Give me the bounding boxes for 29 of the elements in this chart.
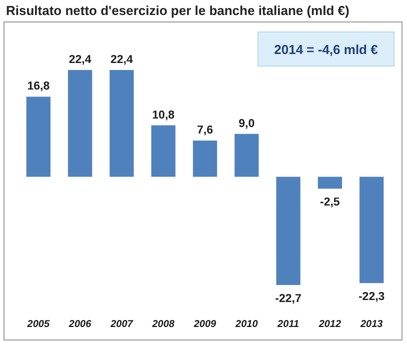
bar xyxy=(318,176,342,189)
x-tick-label: 2007 xyxy=(110,319,134,330)
data-label: -22,7 xyxy=(275,293,302,305)
x-tick-label: 2006 xyxy=(68,319,92,330)
x-tick-label: 2013 xyxy=(359,319,384,330)
data-label: -22,3 xyxy=(358,291,385,304)
x-tick-label: 2005 xyxy=(26,319,50,330)
bar xyxy=(26,96,50,177)
bar xyxy=(110,70,134,177)
bar xyxy=(151,125,176,177)
data-label: -2,5 xyxy=(320,196,340,209)
x-tick-label: 2008 xyxy=(151,319,175,330)
bar xyxy=(68,70,92,177)
data-label: 22,4 xyxy=(110,54,134,66)
x-tick-label: 2009 xyxy=(192,319,217,330)
data-label: 7,6 xyxy=(197,124,213,137)
x-tick-label: 2010 xyxy=(234,319,258,330)
bar xyxy=(276,176,300,285)
bar xyxy=(234,134,259,177)
x-tick-label: 2012 xyxy=(318,319,342,330)
bar xyxy=(360,176,384,284)
x-tick-label: 2011 xyxy=(276,319,300,330)
data-label: 16,8 xyxy=(27,80,50,93)
data-label: 22,4 xyxy=(68,54,92,66)
text: 2014 = -4,6 mld € xyxy=(274,42,378,57)
bar xyxy=(192,140,218,177)
data-label: 10,8 xyxy=(152,109,176,122)
data-label: 9,0 xyxy=(238,118,255,130)
chart-title: Risultato netto d'esercizio per le banche italiane (mld €) xyxy=(6,3,350,18)
